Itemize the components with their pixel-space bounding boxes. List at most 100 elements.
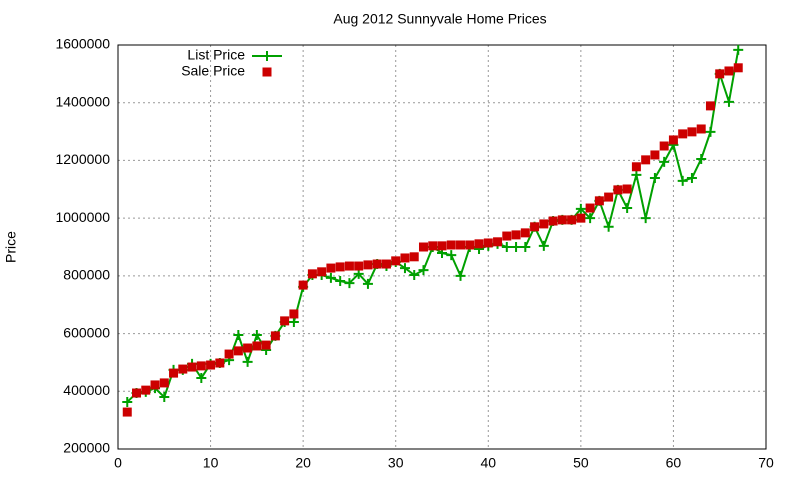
data-point [326, 263, 336, 273]
data-point [538, 240, 549, 251]
x-tick-label: 30 [388, 455, 404, 471]
data-point [141, 385, 151, 395]
y-tick-label: 1200000 [55, 151, 110, 167]
data-point [678, 129, 688, 139]
legend-marker [262, 67, 272, 77]
x-tick-label: 60 [666, 455, 682, 471]
data-point [317, 267, 327, 277]
data-point [576, 213, 586, 223]
data-point [696, 124, 706, 134]
y-tick-label: 600000 [63, 324, 110, 340]
data-point [344, 261, 354, 271]
data-point [493, 237, 503, 247]
data-point [159, 378, 169, 388]
y-tick-label: 400000 [63, 382, 110, 398]
data-point [483, 238, 493, 248]
data-point [733, 63, 743, 73]
data-point [150, 380, 160, 390]
data-point [622, 184, 632, 194]
data-point [344, 278, 355, 289]
data-point [307, 269, 317, 279]
data-point [325, 272, 336, 283]
data-point [520, 228, 530, 238]
data-point [289, 309, 299, 319]
data-point [604, 192, 614, 202]
data-point [243, 343, 253, 353]
data-point [575, 203, 586, 214]
data-point [567, 215, 577, 225]
data-point [557, 215, 567, 225]
data-point [456, 240, 466, 250]
data-point [261, 340, 271, 350]
plot-border [117, 44, 767, 450]
y-tick-label: 800000 [63, 267, 110, 283]
data-point [696, 153, 707, 164]
data-point [233, 330, 244, 341]
x-tick-label: 70 [758, 455, 774, 471]
data-point [122, 407, 132, 417]
data-point [613, 185, 623, 195]
data-point [501, 242, 512, 252]
legend-label: Sale Price [181, 63, 245, 79]
x-tick-label: 20 [295, 455, 311, 471]
y-tick-label: 200000 [63, 440, 110, 456]
legend-label: List Price [187, 47, 245, 63]
data-point [631, 162, 641, 172]
data-point [659, 156, 670, 167]
data-point [354, 261, 364, 271]
data-point [196, 373, 207, 384]
data-point [399, 263, 410, 274]
data-point [502, 231, 512, 241]
data-point [511, 242, 522, 252]
data-point [270, 331, 280, 341]
data-point [298, 280, 308, 290]
data-point [594, 196, 604, 206]
data-point [391, 256, 401, 266]
data-point [252, 341, 262, 351]
y-axis-label: Price [3, 231, 19, 263]
data-point [446, 250, 457, 261]
data-point [641, 155, 651, 165]
data-point [640, 213, 651, 224]
y-tick-label: 1000000 [55, 209, 110, 225]
data-point [446, 240, 456, 250]
data-point [418, 242, 428, 252]
data-point [363, 260, 373, 270]
data-point [132, 388, 142, 398]
data-point [686, 173, 697, 184]
data-point [335, 276, 346, 287]
data-point [649, 173, 660, 184]
data-point [585, 213, 596, 224]
data-point [650, 150, 660, 160]
data-point [539, 219, 549, 229]
data-point [409, 269, 420, 280]
data-point [400, 253, 410, 263]
data-point [169, 368, 179, 378]
data-point [409, 252, 419, 262]
data-point [724, 66, 734, 76]
data-point [520, 242, 531, 252]
chart-title: Aug 2012 Sunnyvale Home Prices [333, 11, 546, 27]
data-point [733, 44, 744, 55]
data-point [362, 278, 373, 289]
y-tick-label: 1400000 [55, 93, 110, 109]
x-tick-label: 0 [114, 455, 122, 471]
data-point [585, 203, 595, 213]
x-tick-label: 50 [573, 455, 589, 471]
data-point [622, 203, 633, 214]
data-point [280, 316, 290, 326]
data-point [288, 317, 299, 328]
data-point [242, 356, 253, 367]
x-tick-label: 10 [203, 455, 219, 471]
data-point [196, 361, 206, 371]
data-point [715, 69, 725, 79]
data-point [418, 265, 429, 276]
data-point [631, 169, 642, 180]
data-point [603, 221, 614, 232]
data-point [723, 96, 734, 107]
legend-marker [262, 51, 272, 61]
data-point [381, 259, 391, 269]
data-point [474, 239, 484, 249]
